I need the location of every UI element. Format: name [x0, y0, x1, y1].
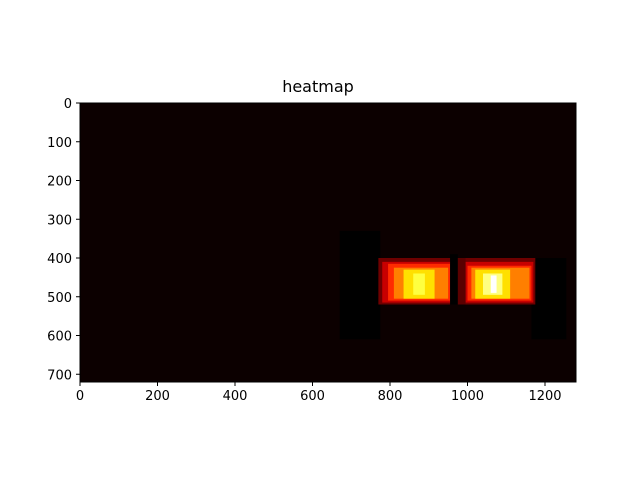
heatmap-cell-12: [413, 273, 425, 295]
chart-title: heatmap: [282, 77, 354, 96]
x-axis: 0 200 400 600 800 1000 1200: [76, 382, 562, 404]
y-axis: 0 100 200 300 400 500 600 700: [47, 97, 80, 383]
y-tick-label: 300: [47, 213, 72, 228]
heatmap-cell-15: [450, 254, 458, 305]
x-tick-label: 400: [223, 389, 248, 404]
y-tick-label: 400: [47, 252, 72, 267]
heatmap-background: [80, 103, 576, 382]
heatmap-cell-16: [457, 258, 466, 305]
plot-area: [80, 103, 576, 382]
y-tick-label: 700: [47, 368, 72, 383]
y-tick-label: 500: [47, 291, 72, 306]
x-tick-label: 200: [145, 389, 170, 404]
heatmap-cell-0: [339, 230, 381, 340]
y-tick-label: 200: [47, 175, 72, 190]
plot-frame: [79, 102, 577, 383]
y-tick-label: 100: [47, 136, 72, 151]
x-tick-label: 1200: [528, 389, 561, 404]
x-tick-label: 800: [378, 389, 403, 404]
x-tick-label: 1000: [451, 389, 484, 404]
y-tick-label: 600: [47, 330, 72, 345]
x-tick-label: 0: [76, 389, 84, 404]
heatmap-cell-1: [531, 258, 567, 340]
heatmap-cell-14: [490, 275, 497, 293]
y-tick-label: 0: [64, 97, 72, 112]
x-tick-label: 600: [300, 389, 325, 404]
